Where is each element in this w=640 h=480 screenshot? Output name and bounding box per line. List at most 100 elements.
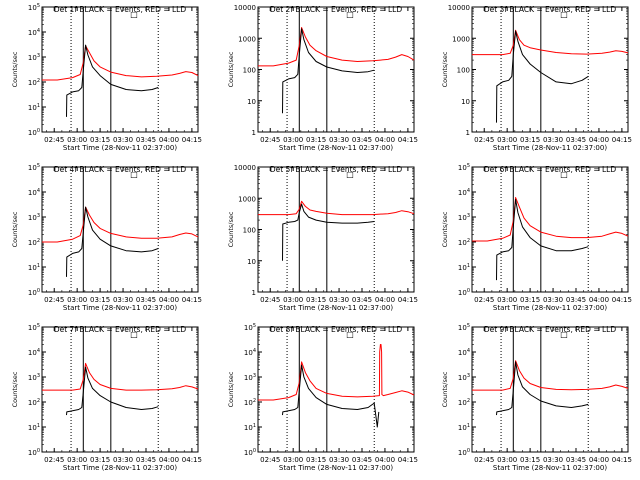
- square-annotation: □: [346, 10, 354, 19]
- series-line-red: [258, 200, 415, 216]
- y-tick-label: 102: [28, 238, 40, 247]
- y-tick-label: 104: [244, 348, 256, 357]
- x-tick-label: 03:30: [329, 136, 349, 144]
- x-tick-label: 03:15: [90, 136, 110, 144]
- panel-7: 100 101 102 103 104 105 02:45 03:00 03:15 03:30 03…: [11, 323, 202, 472]
- x-tick-label: 03:45: [566, 456, 586, 464]
- x-tick-label: 02:45: [474, 456, 494, 464]
- x-tick-label: 03:30: [113, 136, 133, 144]
- y-tick-label: 100: [28, 288, 40, 297]
- series-line-black: [496, 361, 589, 416]
- panel-5: 1 10 100 1000 10000 02:45 03:00 03:15 03:30 03:45…: [227, 164, 418, 312]
- x-tick-label: 03:45: [352, 456, 372, 464]
- square-annotation: □: [346, 330, 354, 339]
- x-axis-label: Start Time (28-Nov-11 02:37:00): [493, 464, 607, 472]
- y-axis-label: Counts/sec: [227, 371, 235, 407]
- series-line-red: [42, 206, 199, 243]
- y-tick-labels: 100 101 102 103 104 105: [458, 163, 470, 297]
- y-tick-label: 105: [244, 323, 256, 332]
- y-tick-label: 105: [28, 163, 40, 172]
- panel-title: Det 3f BLACK = Events, RED = LLD: [484, 5, 617, 14]
- series-line-red: [472, 197, 629, 242]
- series-line-black: [66, 44, 159, 117]
- y-tick-label: 10000: [234, 4, 256, 12]
- series-line-black: [282, 364, 380, 428]
- x-tick-label: 04:00: [375, 296, 395, 304]
- y-tick-label: 102: [28, 398, 40, 407]
- x-tick-label: 03:00: [497, 456, 517, 464]
- y-tick-label: 103: [28, 53, 40, 62]
- x-tick-label: 04:00: [375, 136, 395, 144]
- series-line-red: [472, 360, 629, 391]
- panel-title: Det 8f BLACK = Events, RED = LLD: [270, 325, 403, 334]
- x-tick-label: 03:30: [543, 296, 563, 304]
- x-tick-label: 04:00: [159, 136, 179, 144]
- y-tick-label: 105: [28, 3, 40, 12]
- x-tick-label: 03:00: [283, 456, 303, 464]
- y-tick-label: 104: [458, 188, 470, 197]
- y-tick-labels: 100 101 102 103 104 105: [28, 3, 40, 137]
- panel-title: Det 5f BLACK = Events, RED = LLD: [270, 165, 403, 174]
- y-tick-label: 105: [458, 323, 470, 332]
- y-tick-label: 103: [244, 373, 256, 382]
- y-axis-label: Counts/sec: [11, 211, 19, 247]
- series-line-black: [496, 199, 589, 281]
- x-tick-label: 03:15: [90, 456, 110, 464]
- x-tick-label: 04:15: [398, 136, 418, 144]
- x-tick-label: 03:30: [543, 456, 563, 464]
- x-tick-label: 04:15: [612, 136, 632, 144]
- y-tick-label: 10: [461, 98, 470, 106]
- square-annotation: □: [130, 330, 138, 339]
- x-tick-label: 02:45: [260, 136, 280, 144]
- x-tick-label: 03:00: [67, 136, 87, 144]
- x-tick-label: 03:00: [283, 136, 303, 144]
- series-line-black: [282, 203, 375, 261]
- y-tick-label: 104: [28, 348, 40, 357]
- x-tick-label: 03:30: [329, 456, 349, 464]
- x-tick-label: 04:00: [159, 456, 179, 464]
- x-tick-label: 03:15: [90, 296, 110, 304]
- x-tick-label: 04:15: [182, 296, 202, 304]
- plot-frame: [257, 166, 415, 293]
- y-tick-label: 101: [28, 423, 40, 432]
- panel-9: 100 101 102 103 104 105 02:45 03:00 03:15 03:30 03…: [441, 323, 632, 472]
- y-tick-label: 103: [28, 373, 40, 382]
- x-tick-label: 04:00: [159, 296, 179, 304]
- y-tick-label: 101: [458, 263, 470, 272]
- x-tick-label: 03:45: [136, 296, 156, 304]
- x-tick-label: 03:30: [543, 136, 563, 144]
- x-tick-label: 02:45: [44, 296, 64, 304]
- x-tick-label: 04:00: [589, 296, 609, 304]
- x-tick-label: 03:15: [306, 296, 326, 304]
- y-axis-label: Counts/sec: [441, 371, 449, 407]
- y-axis-label: Counts/sec: [227, 51, 235, 87]
- series-line-black: [282, 28, 375, 114]
- series-line-red: [42, 45, 199, 81]
- x-tick-label: 03:45: [352, 136, 372, 144]
- x-axis-label: Start Time (28-Nov-11 02:37:00): [279, 144, 393, 152]
- x-tick-label: 03:00: [497, 136, 517, 144]
- x-axis-label: Start Time (28-Nov-11 02:37:00): [279, 304, 393, 312]
- y-tick-label: 104: [28, 28, 40, 37]
- y-tick-label: 1: [252, 289, 256, 297]
- y-tick-label: 102: [458, 238, 470, 247]
- y-tick-labels: 1 10 100 1000 10000: [448, 4, 470, 137]
- series-line-black: [496, 30, 589, 123]
- y-tick-labels: 1 10 100 1000 10000: [234, 4, 256, 137]
- plot-frame: [471, 326, 629, 453]
- x-tick-label: 03:15: [520, 136, 540, 144]
- y-tick-label: 104: [28, 188, 40, 197]
- x-axis-label: Start Time (28-Nov-11 02:37:00): [63, 304, 177, 312]
- x-tick-label: 04:00: [375, 456, 395, 464]
- x-axis-label: Start Time (28-Nov-11 02:37:00): [63, 144, 177, 152]
- panel-title: Det 6f BLACK = Events, RED = LLD: [484, 165, 617, 174]
- panel-title: Det 1f BLACK = Events, RED = LLD: [54, 5, 187, 14]
- y-tick-label: 1: [466, 129, 470, 137]
- x-tick-label: 03:15: [520, 296, 540, 304]
- series-line-red: [258, 27, 415, 67]
- square-annotation: □: [130, 10, 138, 19]
- x-tick-label: 03:15: [520, 456, 540, 464]
- y-axis-label: Counts/sec: [11, 51, 19, 87]
- square-annotation: □: [560, 170, 568, 179]
- panel-8: 100 101 102 103 104 105 02:45 03:00 03:15 03:30 03…: [227, 323, 418, 472]
